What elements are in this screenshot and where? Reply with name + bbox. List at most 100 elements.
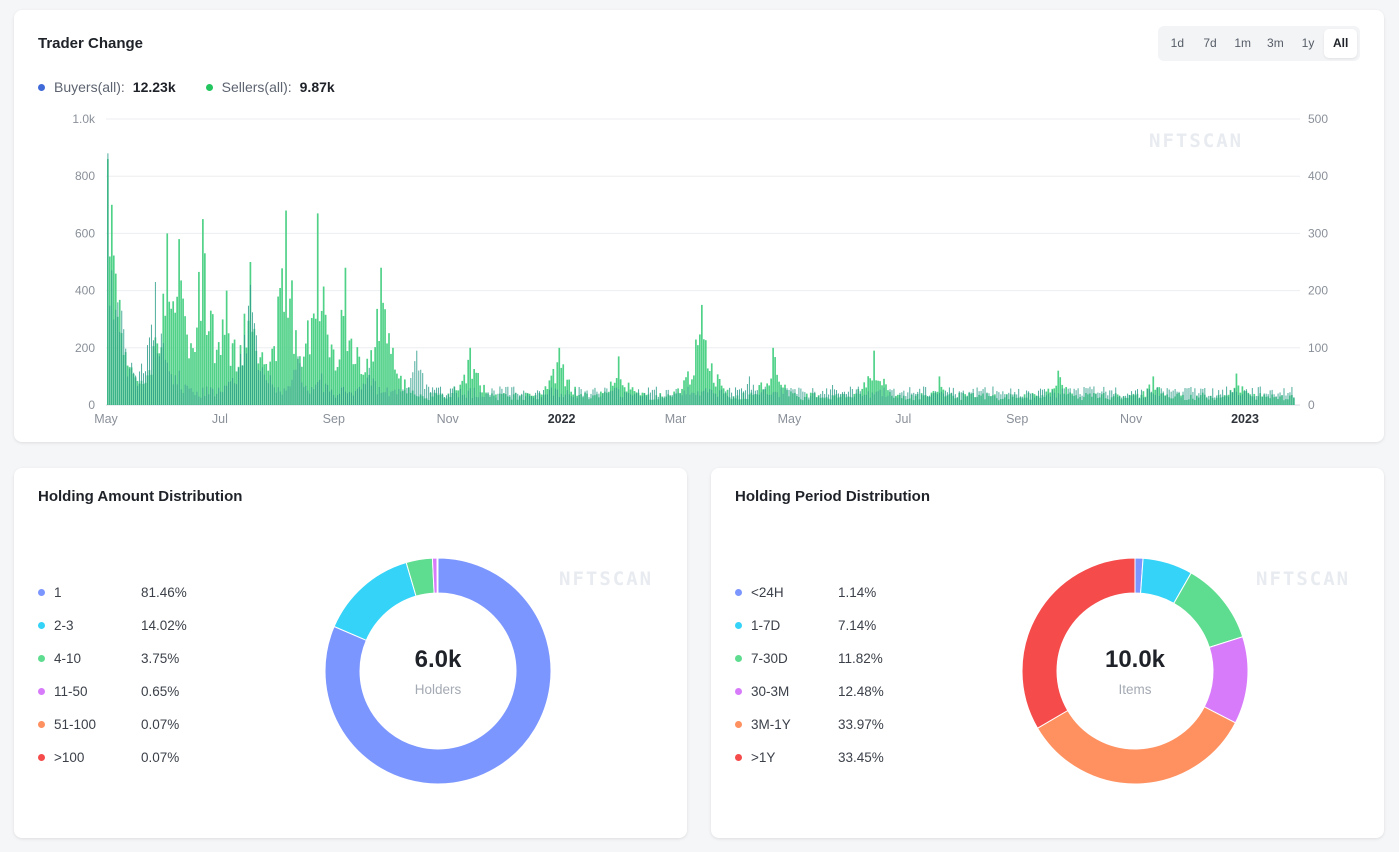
buyers-bar bbox=[315, 384, 317, 405]
buyers-bar bbox=[449, 388, 451, 405]
range-1d-button[interactable]: 1d bbox=[1170, 36, 1185, 50]
buyers-bar bbox=[689, 394, 691, 405]
buyers-bar bbox=[1142, 397, 1144, 405]
buyers-bar bbox=[584, 391, 586, 405]
x-axis-tick: Sep bbox=[1006, 412, 1028, 426]
sellers-bar bbox=[695, 339, 697, 405]
buyers-bar bbox=[1053, 392, 1055, 405]
buyers-bar bbox=[1249, 395, 1251, 405]
buyers-bar bbox=[1196, 396, 1198, 405]
range-3m-button[interactable]: 3m bbox=[1267, 36, 1284, 50]
sellers-bar bbox=[392, 347, 394, 405]
legend-row[interactable]: 1-7D 7.14% bbox=[735, 609, 918, 642]
buyers-bar bbox=[1198, 393, 1200, 405]
buyers-bar bbox=[739, 389, 741, 405]
buyers-bar bbox=[859, 391, 861, 405]
sellers-bar bbox=[469, 347, 472, 405]
legend-row[interactable]: >100 0.07% bbox=[38, 741, 221, 774]
buyers-bar bbox=[1291, 386, 1293, 405]
legend-row[interactable]: <24H 1.14% bbox=[735, 576, 918, 609]
buyers-bar bbox=[182, 392, 184, 405]
buyers-bar bbox=[285, 390, 287, 405]
legend-row[interactable]: 51-100 0.07% bbox=[38, 708, 221, 741]
buyers-bar bbox=[562, 397, 564, 405]
legend-sellers[interactable]: Sellers(all): 9.87k bbox=[205, 79, 335, 95]
buyers-bar bbox=[1091, 389, 1093, 405]
sellers-bar bbox=[465, 383, 468, 405]
legend-row[interactable]: 11-50 0.65% bbox=[38, 675, 221, 708]
legend-row[interactable]: 30-3M 12.48% bbox=[735, 675, 918, 708]
buyers-bar bbox=[1174, 389, 1176, 405]
sellers-bar bbox=[396, 373, 398, 405]
range-7d-button[interactable]: 7d bbox=[1203, 36, 1217, 50]
legend-row[interactable]: 4-10 3.75% bbox=[38, 642, 221, 675]
buyers-bar bbox=[740, 388, 742, 405]
buyers-bar bbox=[150, 324, 152, 405]
buyers-bar bbox=[554, 388, 556, 405]
buyers-bar bbox=[1020, 396, 1022, 405]
buyers-bar bbox=[281, 394, 283, 405]
buyers-bar bbox=[295, 369, 297, 405]
trader-change-card: Trader Change 1d 7d 1m 3m 1y All Buyers(… bbox=[14, 10, 1384, 442]
sellers-bar bbox=[388, 333, 390, 405]
buyers-bar bbox=[937, 394, 939, 405]
buyers-bar bbox=[119, 331, 121, 405]
buyers-bar bbox=[166, 362, 168, 405]
buyers-bar bbox=[501, 388, 503, 405]
sellers-bar bbox=[336, 367, 339, 405]
buyers-bar bbox=[418, 370, 420, 405]
buyers-bar bbox=[659, 394, 661, 405]
buyers-bar bbox=[1287, 393, 1289, 405]
donut-slice bbox=[1036, 706, 1237, 785]
buyers-bar bbox=[1022, 396, 1024, 405]
legend-row[interactable]: 3M-1Y 33.97% bbox=[735, 708, 918, 741]
buyers-bar bbox=[123, 329, 125, 405]
buyers-bar bbox=[297, 356, 299, 405]
sellers-bar bbox=[200, 320, 202, 405]
sellers-bar bbox=[196, 327, 198, 405]
legend-buyers[interactable]: Buyers(all): 12.23k bbox=[38, 79, 176, 95]
buyers-bar bbox=[170, 374, 172, 405]
buyers-bar bbox=[113, 319, 115, 405]
buyers-bar bbox=[1041, 389, 1043, 405]
buyers-bar bbox=[1206, 396, 1208, 405]
legend-dot-icon bbox=[735, 622, 742, 629]
buyers-bar bbox=[1131, 391, 1133, 405]
holding-amount-title: Holding Amount Distribution bbox=[38, 488, 243, 505]
buyers-bar bbox=[249, 284, 251, 405]
buyers-bar bbox=[1083, 387, 1085, 405]
buyers-bar bbox=[1133, 394, 1135, 405]
buyers-bar bbox=[1008, 392, 1010, 405]
buyers-bar bbox=[206, 386, 208, 405]
legend-row[interactable]: 7-30D 11.82% bbox=[735, 642, 918, 675]
holders-count: 6.0k bbox=[414, 646, 462, 673]
sellers-bar bbox=[213, 363, 216, 405]
right-axis-tick: 100 bbox=[1308, 341, 1328, 355]
buyers-bar bbox=[1129, 395, 1131, 405]
buyers-bar bbox=[440, 386, 442, 405]
buyers-bar bbox=[267, 383, 269, 405]
buyers-bar bbox=[711, 389, 713, 405]
holding-amount-donut[interactable] bbox=[318, 551, 558, 791]
range-1y-button[interactable]: 1y bbox=[1301, 36, 1315, 50]
holding-period-donut[interactable] bbox=[1015, 551, 1255, 791]
buyers-bar bbox=[820, 393, 822, 405]
sellers-bar bbox=[332, 349, 335, 405]
legend-label: >100 bbox=[54, 750, 85, 765]
legend-row[interactable]: >1Y 33.45% bbox=[735, 741, 918, 774]
buyers-bar bbox=[1012, 394, 1014, 405]
legend-row[interactable]: 2-3 14.02% bbox=[38, 609, 221, 642]
buyers-bar bbox=[535, 392, 537, 405]
range-1m-button[interactable]: 1m bbox=[1234, 36, 1252, 50]
buyers-bar bbox=[655, 386, 657, 405]
range-all-button[interactable]: All bbox=[1324, 29, 1358, 58]
buyers-bar bbox=[487, 392, 489, 405]
trader-chart[interactable]: 0 0 200 100 400 200 600 300 800 400 1.0k 500 May Jul S… bbox=[14, 10, 1384, 442]
buyers-bar bbox=[1172, 390, 1174, 405]
sellers-bar bbox=[281, 268, 283, 405]
buyers-bar bbox=[679, 393, 681, 405]
buyers-bar bbox=[1073, 388, 1075, 405]
legend-row[interactable]: 1 81.46% bbox=[38, 576, 221, 609]
buyers-bar bbox=[222, 392, 224, 405]
legend-dot-icon bbox=[735, 688, 742, 695]
